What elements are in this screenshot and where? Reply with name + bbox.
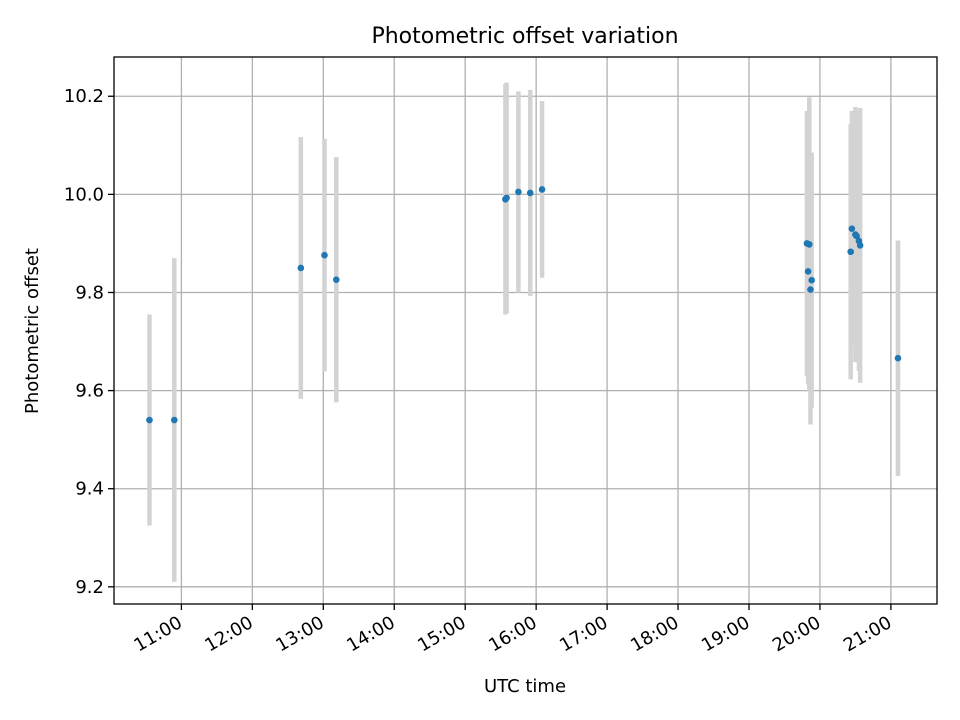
y-tick-label: 9.4 [75, 479, 104, 500]
x-axis-label: UTC time [484, 676, 566, 697]
data-point [503, 194, 510, 202]
y-tick-label: 9.6 [75, 381, 104, 402]
y-axis-label: Photometric offset [22, 248, 43, 414]
y-tick-label: 10.0 [64, 184, 104, 205]
grid-lines [114, 57, 937, 604]
data-point [805, 241, 813, 248]
data-point [853, 232, 860, 240]
data-point [804, 268, 812, 275]
data-point [321, 251, 328, 259]
data-point [526, 189, 534, 197]
data-point [538, 186, 546, 193]
data-point [856, 242, 864, 249]
y-tick-label: 9.8 [75, 282, 104, 303]
data-point [807, 286, 814, 293]
data-point [808, 276, 815, 284]
data-point [848, 225, 856, 233]
data-point [515, 188, 522, 196]
plot-frame [113, 56, 938, 605]
data-point [894, 354, 902, 362]
data-point [146, 416, 153, 424]
chart-title: Photometric offset variation [371, 24, 678, 49]
y-tick-label: 9.2 [75, 577, 104, 598]
data-point [171, 416, 178, 424]
data-point [297, 264, 305, 272]
data-point [333, 276, 340, 284]
data-point [847, 248, 854, 256]
y-tick-label: 10.2 [64, 86, 104, 107]
data-points [146, 186, 902, 424]
